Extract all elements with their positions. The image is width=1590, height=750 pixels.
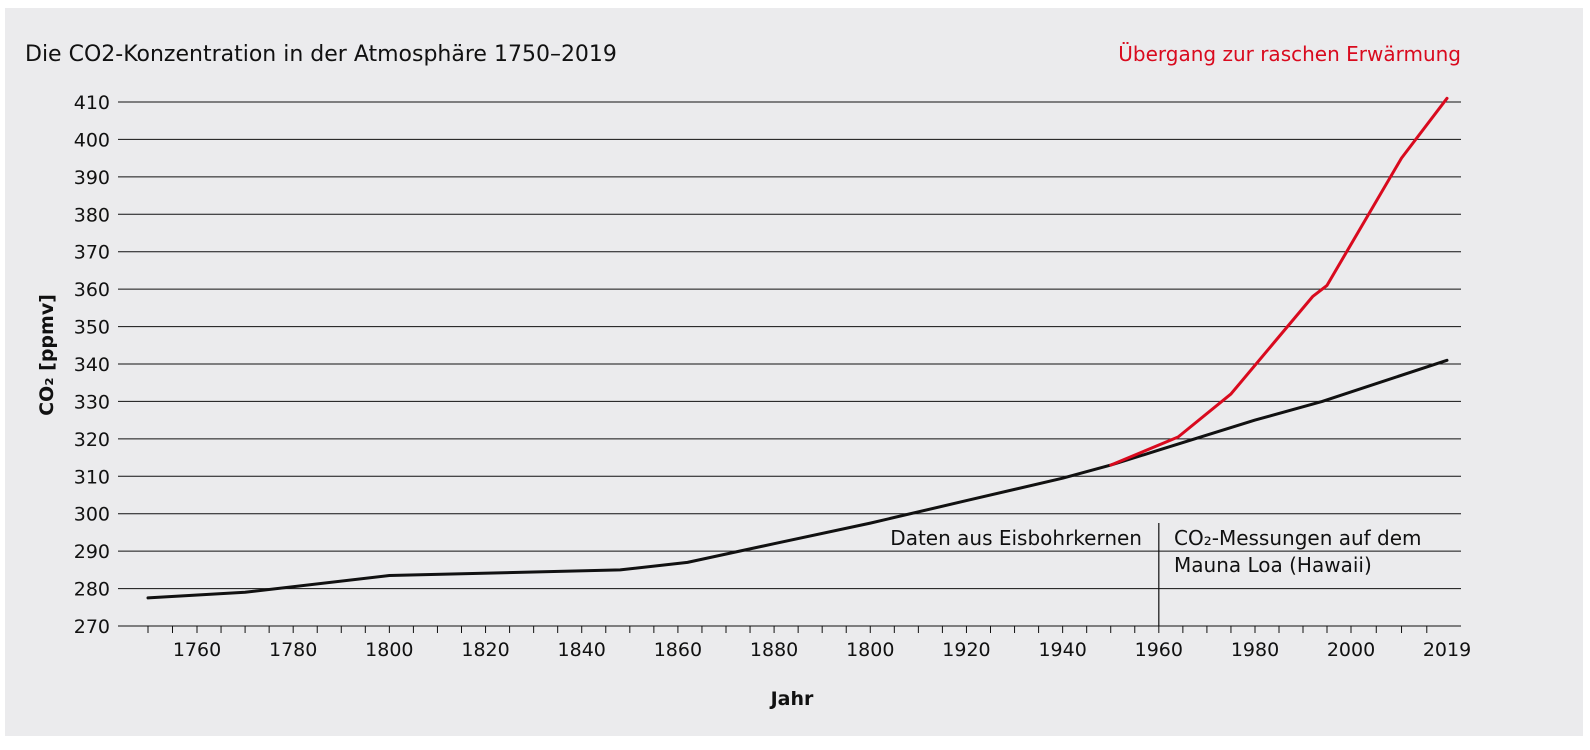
x-tick-label-2000: 2000	[1327, 639, 1375, 661]
x-tick-label-1880: 1880	[750, 639, 798, 661]
x-tick-label-1920: 1920	[942, 639, 990, 661]
x-tick-label-1820: 1820	[461, 639, 509, 661]
y-tick-label-280: 280	[74, 579, 110, 601]
chart-panel: Die CO2-Konzentration in der Atmosphäre …	[5, 8, 1583, 736]
y-tick-label-370: 370	[74, 242, 110, 264]
co2-line-chart: Die CO2-Konzentration in der Atmosphäre …	[25, 42, 1471, 710]
y-axis-ticks: 270 280 290 300 310 320 330 340 350 360 370 380 390 4…	[74, 92, 110, 638]
chart-title: Die CO2-Konzentration in der Atmosphäre …	[25, 42, 617, 67]
x-tick-label-1760: 1760	[173, 639, 221, 661]
y-tick-label-400: 400	[74, 129, 110, 151]
y-tick-label-380: 380	[74, 204, 110, 226]
y-tick-label-350: 350	[74, 317, 110, 339]
x-tick-label-1940: 1940	[1038, 639, 1086, 661]
x-tick-label-2019: 2019	[1423, 639, 1471, 661]
legend-entry-red: Übergang zur raschen Erwärmung	[1118, 42, 1461, 66]
x-tick-label-1780: 1780	[269, 639, 317, 661]
annotation-mauna-loa-line1: CO₂-Messungen auf dem	[1174, 526, 1422, 550]
x-tick-label-1960: 1960	[1135, 639, 1183, 661]
x-axis: 1760 1780 1800 1820 1840 1860 1880 1800 1920 1940…	[147, 626, 1471, 661]
annotation-ice-core: Daten aus Eisbohrkernen	[890, 526, 1142, 550]
x-axis-label: Jahr	[769, 688, 814, 710]
annotation-mauna-loa-line2: Mauna Loa (Hawaii)	[1174, 553, 1372, 577]
y-tick-label-340: 340	[74, 354, 110, 376]
y-tick-label-320: 320	[74, 429, 110, 451]
y-tick-label-360: 360	[74, 279, 110, 301]
y-tick-label-310: 310	[74, 466, 110, 488]
data-series	[146, 96, 1449, 600]
y-tick-label-330: 330	[74, 391, 110, 413]
y-axis-label: CO₂ [ppmv]	[36, 294, 58, 416]
x-tick-label-1840: 1840	[558, 639, 606, 661]
series-line-black	[146, 358, 1449, 600]
x-tick-label-1800: 1800	[365, 639, 413, 661]
y-tick-label-390: 390	[74, 167, 110, 189]
y-tick-label-270: 270	[74, 616, 110, 638]
y-tick-label-290: 290	[74, 541, 110, 563]
x-tick-label-1800: 1800	[846, 639, 894, 661]
series-line-red	[1109, 96, 1449, 467]
x-tick-label-1980: 1980	[1231, 639, 1279, 661]
y-tick-label-410: 410	[74, 92, 110, 114]
grid-lines	[118, 101, 1461, 627]
x-tick-label-1860: 1860	[654, 639, 702, 661]
y-tick-label-300: 300	[74, 504, 110, 526]
